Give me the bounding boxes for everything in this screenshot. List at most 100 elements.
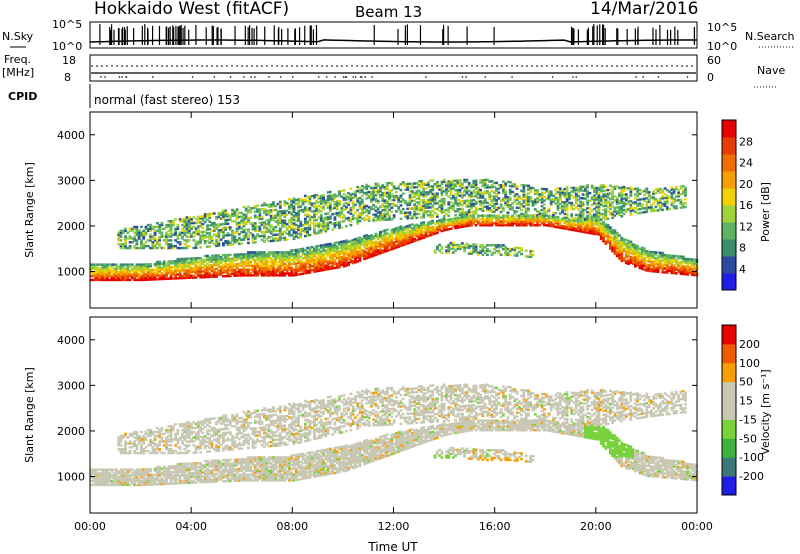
power-cell [456,209,460,213]
power-cell [317,204,321,208]
power-cell [351,238,355,242]
power-cell [467,212,471,216]
power-cell [165,237,168,240]
power-cell [269,272,273,275]
power-cell [463,225,467,228]
power-cell [297,254,300,257]
power-cell [506,251,510,255]
power-cell [215,235,218,238]
power-cell [372,188,376,192]
power-cell [397,232,401,235]
power-cell [344,198,348,201]
power-cell [235,259,239,262]
power-cell [490,185,494,189]
power-cell [581,202,585,206]
power-cell [670,192,674,195]
power-cell [176,241,180,244]
power-cell [335,202,339,205]
power-cell [360,200,364,203]
power-cell [672,264,676,267]
power-cell [231,266,234,270]
power-cell [649,256,653,259]
power-cell [135,225,139,229]
power-cell [290,226,294,229]
power-cell [329,194,332,197]
power-cell [206,226,209,229]
power-cell [674,254,678,258]
power-cell [476,200,480,203]
power-cell [463,248,467,251]
power-cell [672,205,676,208]
power-cell [292,231,296,235]
power-cell [187,223,191,227]
power-cell [283,211,287,215]
freq-marker [686,76,689,78]
power-cell [158,260,162,264]
power-cell [442,227,446,230]
power-cell [426,183,430,186]
power-cell [406,184,410,188]
power-cell [276,253,280,256]
power-cell [383,218,387,221]
power-cell [297,205,300,209]
power-cell [435,229,439,233]
power-cell [533,189,537,192]
power-cell [258,208,262,211]
power-cell [244,260,248,264]
power-cell [242,260,246,264]
power-cell [267,220,271,224]
power-cell [267,203,271,206]
power-cell [392,216,396,219]
power-cell [408,203,412,207]
power-cell [322,201,325,205]
power-cell [515,202,519,206]
power-cell [196,225,200,228]
power-cell [308,250,312,253]
power-cell [262,230,266,234]
power-cell [454,202,457,205]
power-cell [590,228,594,231]
power-cell [128,241,132,244]
power-cell [247,255,250,258]
power-cell [374,215,378,218]
power-cell [670,197,674,201]
power-cell [126,271,130,274]
power-cell [146,274,150,278]
power-cell [303,249,307,252]
power-cell [659,208,662,212]
power-cell [260,204,264,207]
power-cell [399,200,403,203]
power-cell [586,219,589,223]
power-cell [303,252,307,256]
power-cell [108,269,111,272]
power-cell [105,267,109,270]
power-cell [372,241,376,244]
power-cell [593,196,596,199]
power-cell [103,267,107,270]
power-cell [258,229,262,232]
power-cell [463,246,467,249]
power-cell [590,232,594,235]
power-cell [672,189,676,193]
power-cell [237,262,241,266]
power-cell [524,184,528,187]
power-cell [593,194,596,197]
power-cell [454,221,457,224]
power-cell [426,200,430,204]
power-cell [422,189,426,192]
power-cell [140,267,143,270]
power-cell [465,215,469,218]
power-cell [226,232,230,235]
power-cell [588,213,592,216]
power-cell [224,263,228,266]
power-cell [624,261,628,265]
power-cell [212,227,216,231]
power-cell [201,275,205,279]
power-cell [429,202,432,205]
power-cell [281,219,284,222]
power-cell [533,192,537,196]
power-cell [351,215,355,219]
power-cell [222,271,225,274]
power-cell [570,203,574,207]
power-cell [294,252,298,256]
